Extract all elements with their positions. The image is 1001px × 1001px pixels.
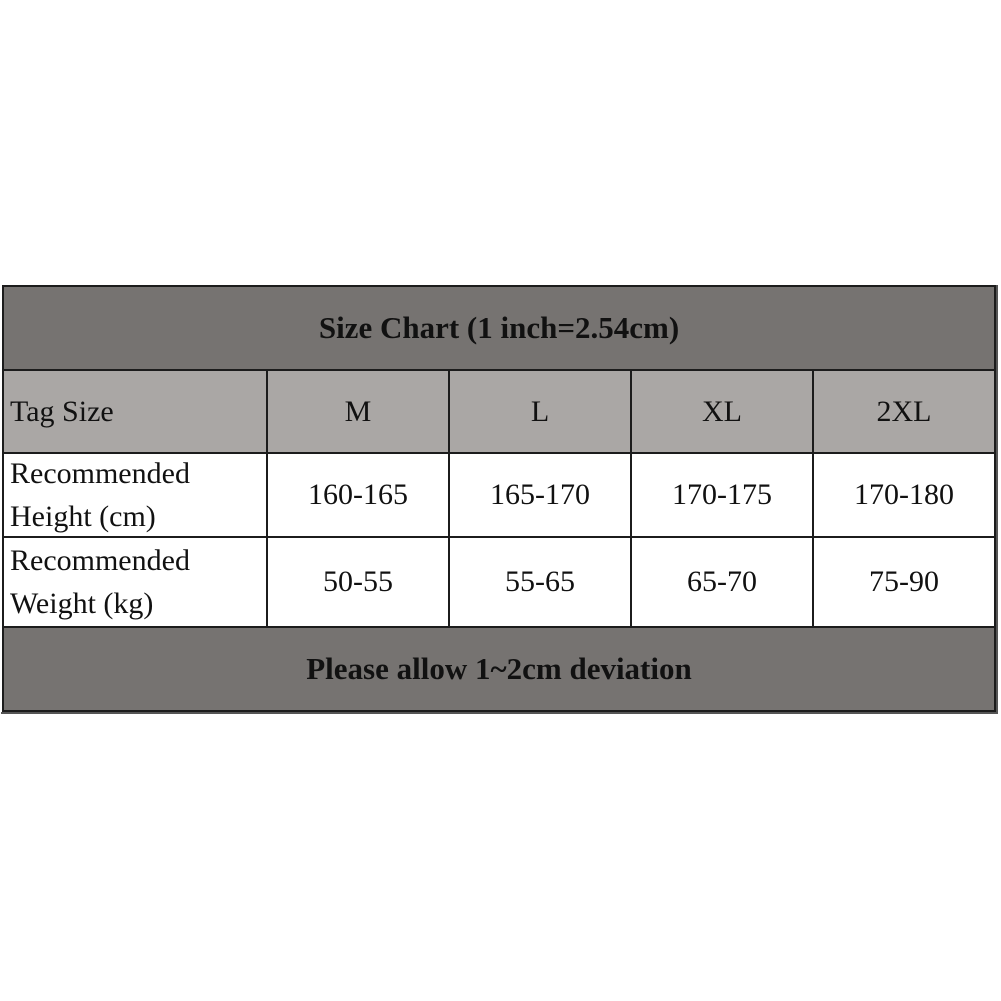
table-cell: 165-170 — [450, 454, 630, 536]
row-label: Recommended Height (cm) — [4, 454, 266, 536]
table-cell: 170-175 — [632, 454, 812, 536]
table-cell: 65-70 — [632, 538, 812, 626]
table-cell: 160-165 — [268, 454, 448, 536]
table-cell: 50-55 — [268, 538, 448, 626]
table-cell: 55-65 — [450, 538, 630, 626]
header-cell: 2XL — [814, 371, 994, 452]
table-cell: 75-90 — [814, 538, 994, 626]
table-title: Size Chart (1 inch=2.54cm) — [4, 287, 994, 369]
outer-frame — [1, 285, 998, 714]
row-label: Recommended Weight (kg) — [4, 538, 266, 626]
size-table: Size Chart (1 inch=2.54cm) Tag Size M L XL 2… — [2, 285, 996, 712]
header-cell: Tag Size — [4, 371, 266, 452]
header-cell: XL — [632, 371, 812, 452]
table-cell: 170-180 — [814, 454, 994, 536]
header-cell: M — [268, 371, 448, 452]
table-footer: Please allow 1~2cm deviation — [4, 628, 994, 710]
header-cell: L — [450, 371, 630, 452]
